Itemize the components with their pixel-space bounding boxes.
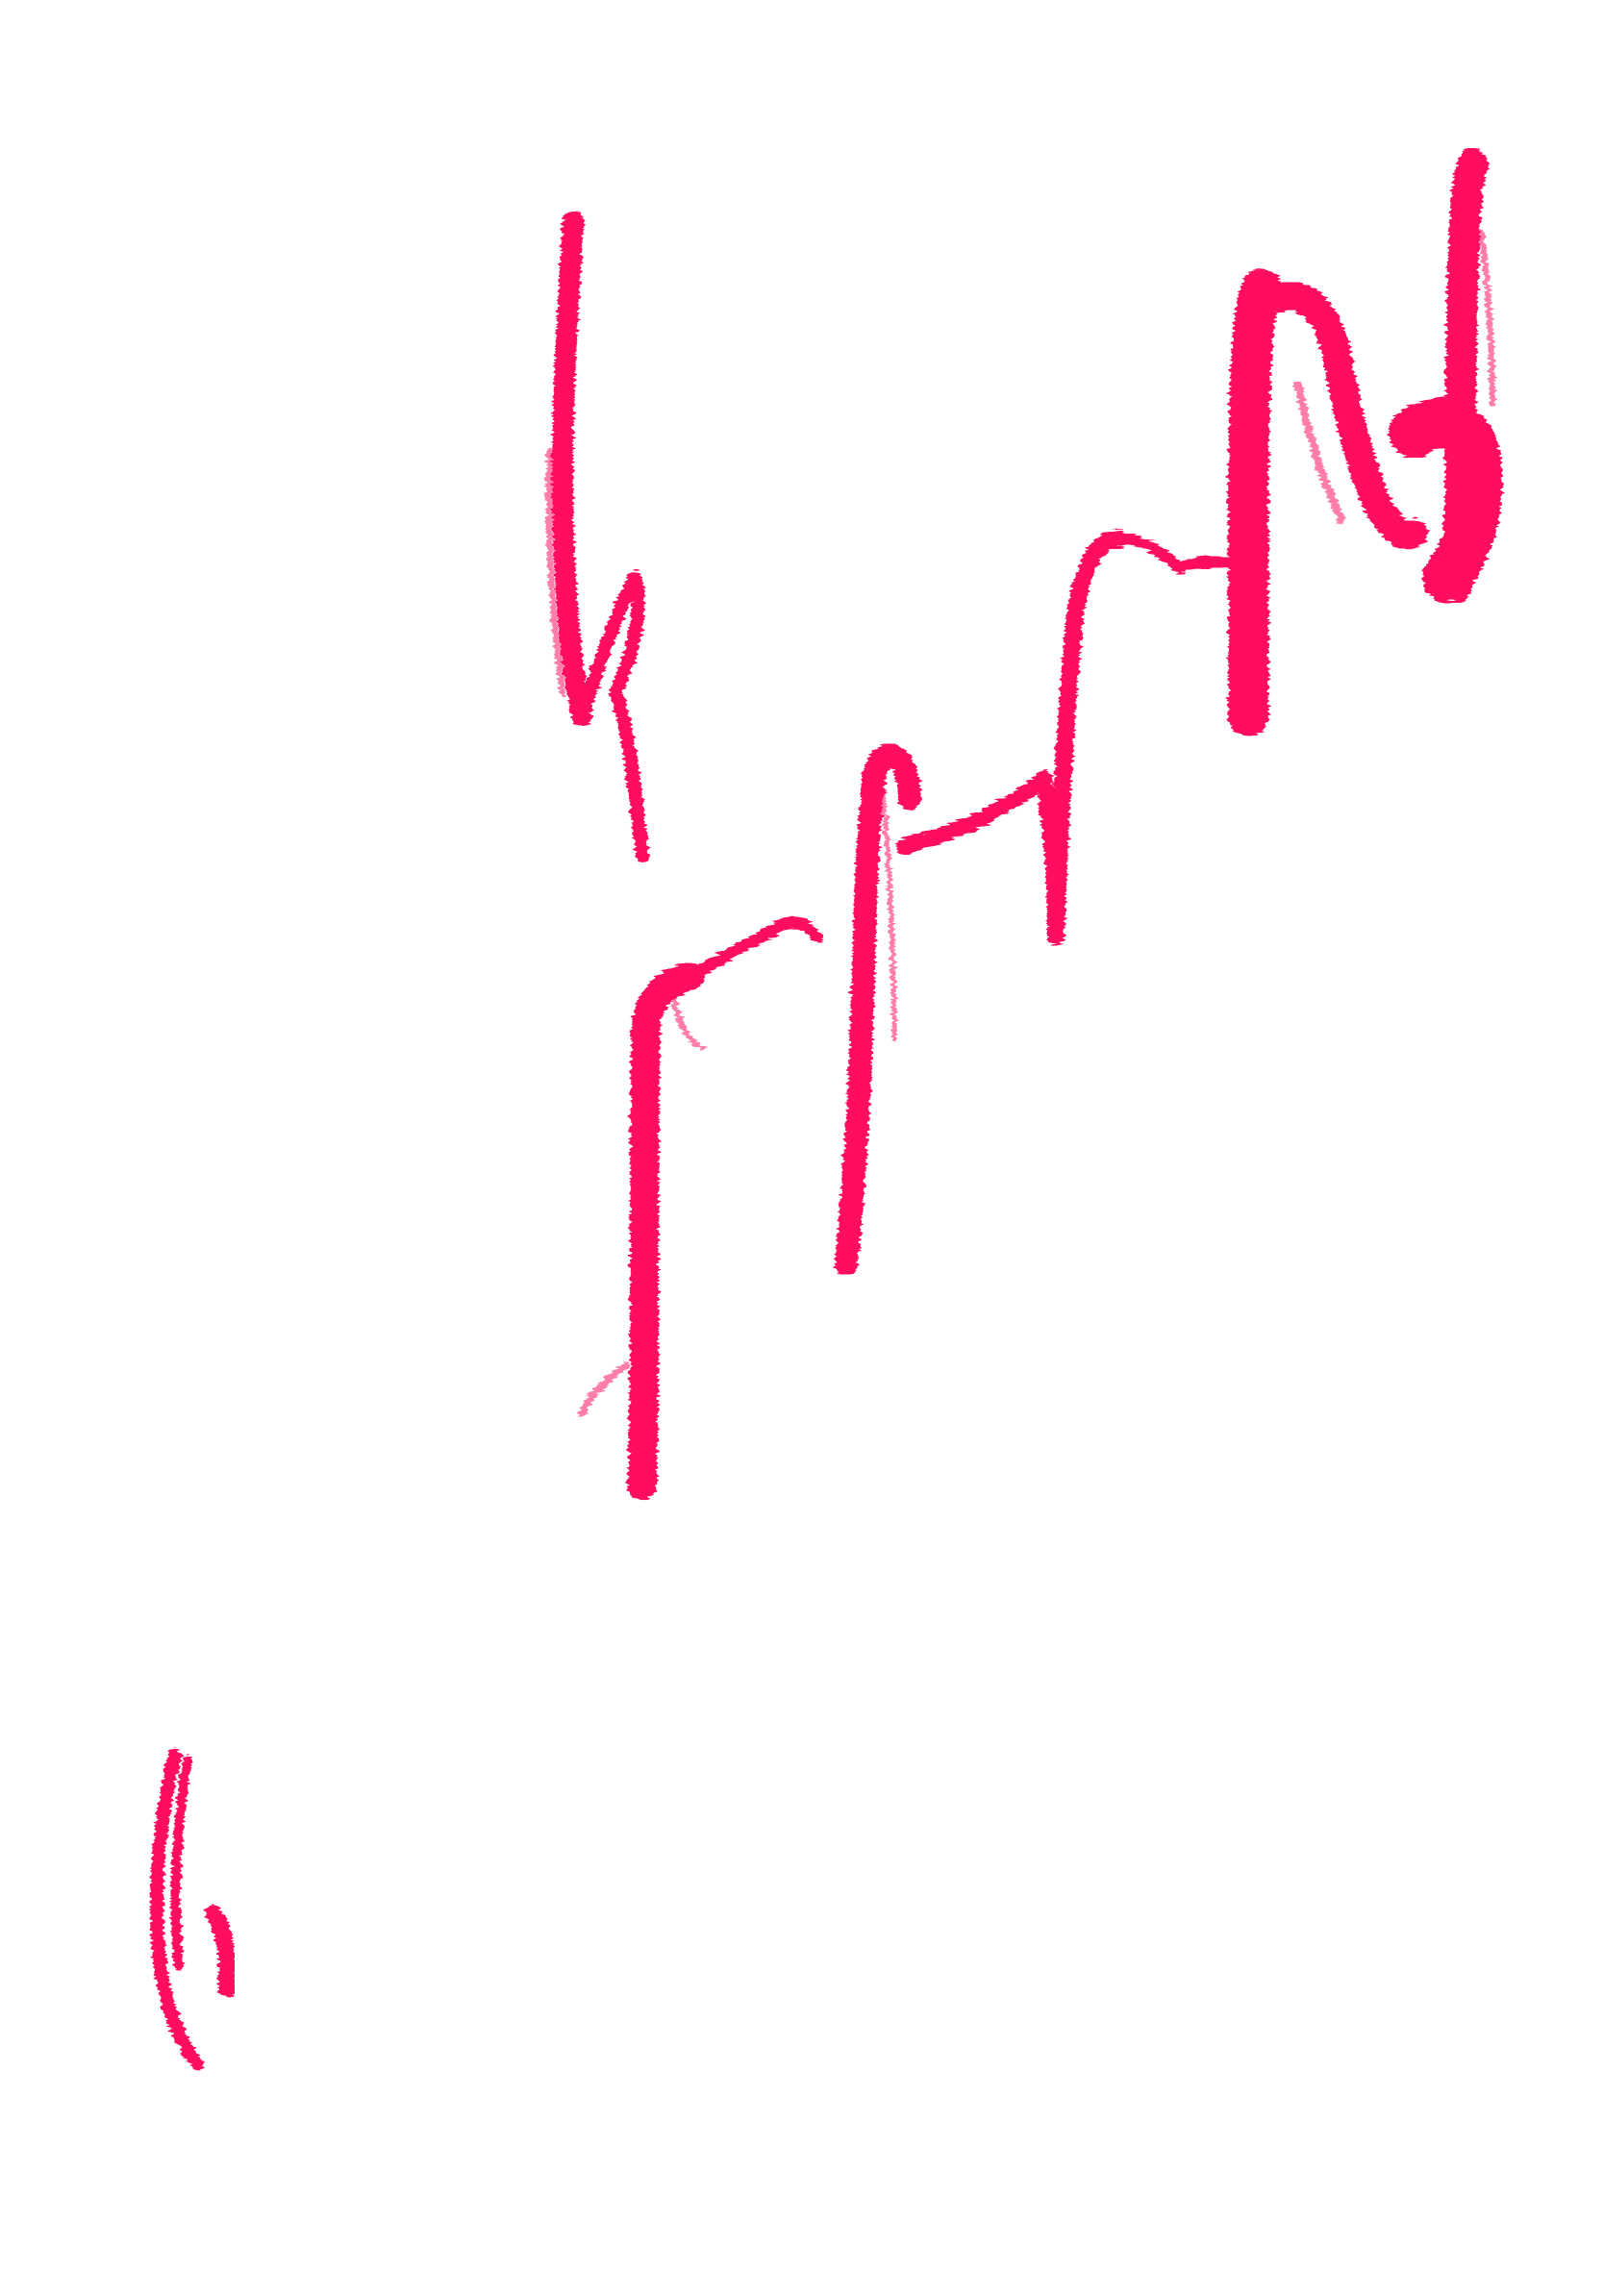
brush-stroke-upper-right (1115, 148, 1503, 736)
brush-stroke-upper-left (545, 211, 649, 862)
brush-stroke-lower-left (150, 1748, 237, 2069)
brush-stroke-center (578, 530, 1129, 1500)
